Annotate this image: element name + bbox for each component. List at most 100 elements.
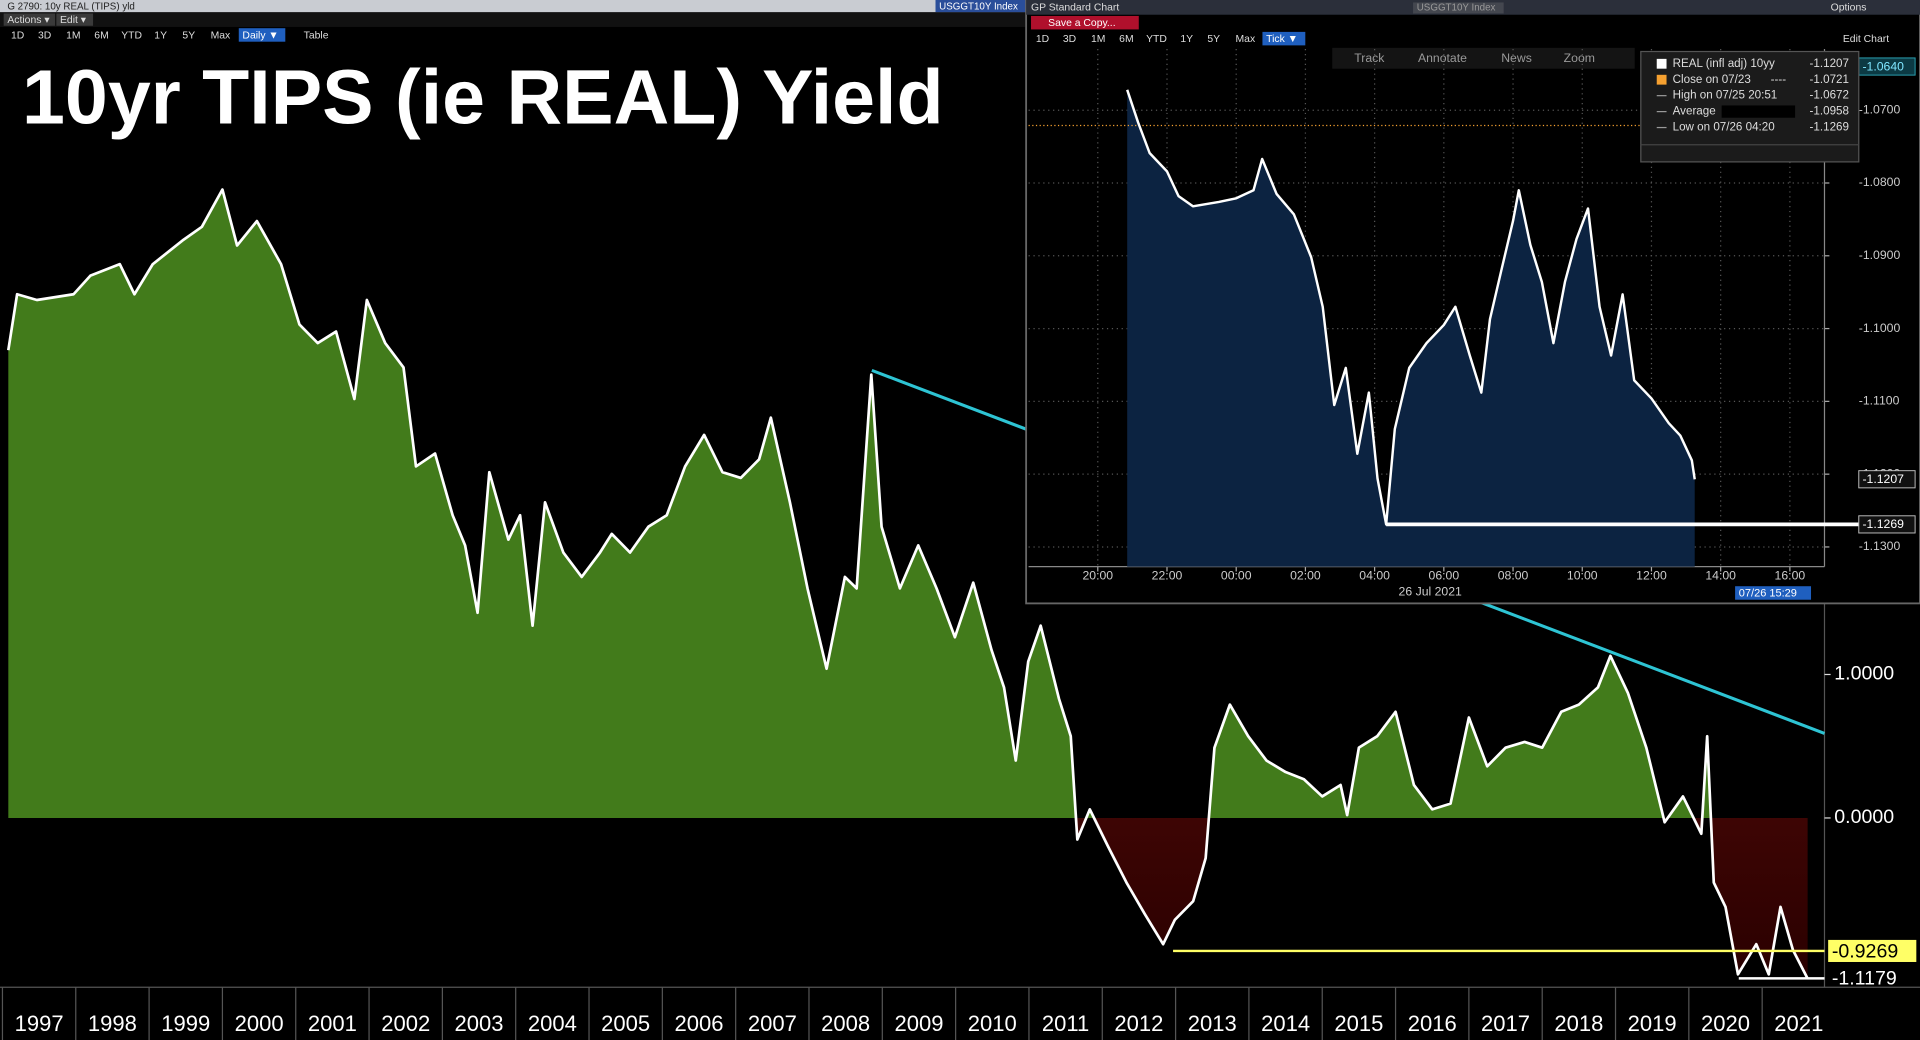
range-button[interactable]: 1D xyxy=(1036,34,1050,45)
value-box-label: -1.1269 xyxy=(1862,517,1904,531)
tool-button[interactable]: Track xyxy=(1354,51,1385,65)
main-toolbar: G 2790: 10y REAL (TIPS) yld USGGT10Y Inde… xyxy=(0,0,1027,43)
y-tick-label: -1.0900 xyxy=(1859,248,1901,262)
y-tick-label: -1.0800 xyxy=(1859,175,1901,189)
x-tick-label: 22:00 xyxy=(1152,569,1183,583)
inset-ticker: USGGT10Y Index xyxy=(1417,3,1496,14)
area-negative xyxy=(1075,817,1808,979)
x-tick-label: 2015 xyxy=(1334,1011,1383,1036)
table-button[interactable]: Table xyxy=(304,30,329,41)
legend-label: Average xyxy=(1673,105,1716,118)
range-button[interactable]: 6M xyxy=(94,30,108,41)
frequency-button[interactable]: Daily ▼ xyxy=(242,30,278,41)
frequency-button[interactable]: Tick ▼ xyxy=(1266,34,1298,45)
y-tick-label: 0.0000 xyxy=(1834,806,1894,828)
value-box xyxy=(1858,515,1916,534)
options[interactable]: Options xyxy=(1831,3,1867,14)
x-tick-label: 04:00 xyxy=(1359,569,1390,583)
level-label: -0.9269 xyxy=(1832,940,1898,962)
tools-bg xyxy=(1332,47,1635,69)
x-tick-label: 10:00 xyxy=(1567,569,1598,583)
x-tick-label: 20:00 xyxy=(1082,569,1113,583)
range-button[interactable]: 1M xyxy=(1091,34,1105,45)
x-tick-label: 00:00 xyxy=(1221,569,1252,583)
tool-button[interactable]: Annotate xyxy=(1418,51,1467,65)
inset-window: GP Standard Chart USGGT10Y Index Options Sa… xyxy=(1025,0,1920,605)
x-tick-label: 2001 xyxy=(308,1011,357,1036)
range-button[interactable]: 1Y xyxy=(154,30,167,41)
title-bar xyxy=(0,0,1027,13)
y-tick-label: -1.1300 xyxy=(1859,539,1901,553)
legend-swatch xyxy=(1656,58,1667,69)
tool-button[interactable]: Zoom xyxy=(1564,51,1595,65)
legend-value: -1.1269 xyxy=(1810,121,1849,134)
x-tick-label: 2020 xyxy=(1701,1011,1750,1036)
range-button[interactable]: 1Y xyxy=(1180,34,1193,45)
x-tick-label: 12:00 xyxy=(1636,569,1667,583)
y-tick-label: -1.0700 xyxy=(1859,102,1901,116)
level-label-box xyxy=(1828,939,1917,962)
y-tick-label: -1.1000 xyxy=(1859,321,1901,335)
save-button[interactable]: Save a Copy... xyxy=(1048,18,1115,29)
x-tick-label: 02:00 xyxy=(1290,569,1321,583)
legend-label: REAL (infl adj) 10yy xyxy=(1673,57,1775,70)
x-tick-label: 2013 xyxy=(1188,1011,1237,1036)
date-label: 26 Jul 2021 xyxy=(1399,585,1462,599)
legend-label: Low on 07/26 04:20 xyxy=(1673,121,1776,134)
x-tick-label: 2018 xyxy=(1554,1011,1603,1036)
x-tick-label: 1999 xyxy=(161,1011,210,1036)
range-button[interactable]: 1D xyxy=(11,30,25,41)
frequency-bg xyxy=(1262,31,1306,46)
menu-button-bg xyxy=(56,13,94,26)
edit-chart[interactable]: Edit Chart xyxy=(1843,34,1889,45)
menu-button[interactable]: Edit ▾ xyxy=(60,15,87,26)
range-button[interactable]: Max xyxy=(211,30,231,41)
range-button[interactable]: 5Y xyxy=(1207,34,1220,45)
x-tick-label: 2017 xyxy=(1481,1011,1530,1036)
range-button[interactable]: 3D xyxy=(1063,34,1077,45)
x-tick-label: 2003 xyxy=(455,1011,504,1036)
range-button[interactable]: 3D xyxy=(38,30,52,41)
tool-button[interactable]: News xyxy=(1501,51,1532,65)
value-box-label: -1.0640 xyxy=(1862,59,1904,73)
x-tick-label: 2007 xyxy=(748,1011,797,1036)
legend-label: High on 07/25 20:51 xyxy=(1673,89,1778,102)
range-button[interactable]: 6M xyxy=(1119,34,1133,45)
window-title: G 2790: 10y REAL (TIPS) yld xyxy=(7,1,135,12)
legend-field xyxy=(1721,105,1796,118)
x-tick-label: 14:00 xyxy=(1705,569,1736,583)
inset-ticker-box xyxy=(1413,2,1504,14)
legend-value: -1.0721 xyxy=(1810,73,1849,86)
range-button[interactable]: YTD xyxy=(1146,34,1167,45)
legend-value: -1.0672 xyxy=(1810,89,1849,102)
y-tick-label: 1.0000 xyxy=(1834,663,1894,685)
x-tick-label: 16:00 xyxy=(1775,569,1806,583)
x-tick-label: 2008 xyxy=(821,1011,870,1036)
ticker-box xyxy=(935,0,1027,13)
legend-label: Close on 07/23 xyxy=(1673,73,1751,86)
timestamp: 07/26 15:29 xyxy=(1739,587,1797,599)
range-button[interactable]: 5Y xyxy=(182,30,195,41)
level-label: -1.1179 xyxy=(1832,968,1897,990)
value-box xyxy=(1858,470,1916,489)
x-tick-label: 2002 xyxy=(381,1011,430,1036)
x-tick-label: 1997 xyxy=(15,1011,64,1036)
menu-button-bg xyxy=(3,13,56,26)
x-tick-label: 2021 xyxy=(1774,1011,1823,1036)
range-button[interactable]: Max xyxy=(1236,34,1256,45)
x-tick-label: 2012 xyxy=(1114,1011,1163,1036)
menu-button[interactable]: Actions ▾ xyxy=(7,15,50,26)
menu-bar xyxy=(0,12,1027,27)
x-tick-label: 2009 xyxy=(894,1011,943,1036)
range-button[interactable]: YTD xyxy=(121,30,142,41)
x-tick-label: 2005 xyxy=(601,1011,650,1036)
x-tick-label: 08:00 xyxy=(1498,569,1529,583)
x-tick-label: 2004 xyxy=(528,1011,577,1036)
x-tick-label: 2014 xyxy=(1261,1011,1310,1036)
y-tick-label: -1.1100 xyxy=(1859,394,1900,408)
range-button[interactable]: 1M xyxy=(66,30,80,41)
area-positive xyxy=(8,189,1808,818)
x-tick-label: 1998 xyxy=(88,1011,137,1036)
